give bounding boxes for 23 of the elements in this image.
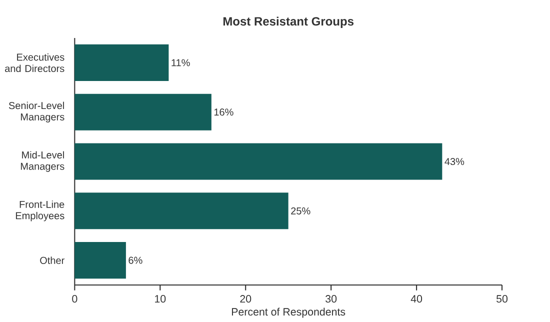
data-label: 11% <box>172 59 190 66</box>
x-tick-label: 30 <box>326 295 337 303</box>
data-label: 6% <box>128 256 142 264</box>
y-tick-label: Executives and Directors <box>5 53 64 72</box>
bar <box>74 242 126 279</box>
y-tick-label: Other <box>40 256 64 264</box>
data-label: 25% <box>291 207 310 214</box>
data-label: 43% <box>444 158 464 166</box>
data-label: 16% <box>214 108 234 116</box>
y-tick-label: Senior-Level Managers <box>8 102 64 122</box>
bar <box>74 192 288 230</box>
bar <box>74 44 169 81</box>
bar <box>74 94 212 130</box>
x-tick-label: 0 <box>72 295 78 303</box>
x-tick-label: 50 <box>496 295 508 303</box>
x-tick-label: 10 <box>155 295 166 303</box>
x-tick-label: 40 <box>410 295 422 303</box>
x-axis-title: Percent of Respondents <box>232 308 346 318</box>
bar <box>74 143 442 180</box>
x-tick-label: 20 <box>240 295 252 303</box>
chart-title: Most Resistant Groups <box>223 16 354 28</box>
y-tick-label: Mid-Level Managers <box>20 151 64 172</box>
y-tick-label: Front-Line Employees <box>16 200 64 222</box>
